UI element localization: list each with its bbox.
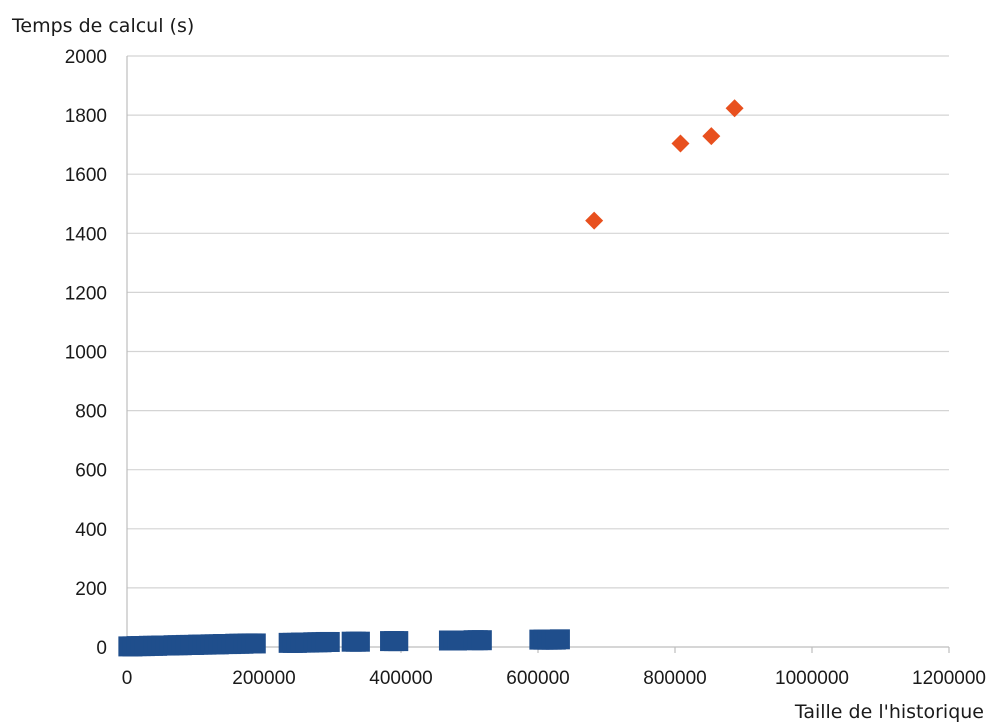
y-tick-label: 800 [75,402,107,423]
x-tick-label: 200000 [232,668,295,689]
data-point-square [388,631,409,652]
x-tick-label: 1000000 [775,668,849,689]
x-tick-labels: 0 200000 400000 600000 800000 1000000 1200000 [122,668,986,689]
x-axis-title: Taille de l'historique [794,701,984,723]
axes [126,56,950,653]
data-point-square [245,633,266,654]
data-point-diamond [585,211,604,230]
data-point-square [319,631,340,652]
x-tick-label: 600000 [506,668,569,689]
data-points [118,99,744,657]
y-tick-label: 1000 [65,343,107,364]
y-axis-title: Temps de calcul (s) [11,15,194,37]
y-tick-label: 1200 [65,283,107,304]
y-tick-label: 1400 [65,224,107,245]
y-tick-labels: 0 200 400 600 800 1000 1200 1400 1600 1800 2000 [65,47,107,659]
y-tick-label: 1800 [65,106,107,127]
data-point-diamond [671,134,690,153]
y-tick-label: 200 [75,579,107,600]
data-point-square [447,630,468,651]
data-point-square [349,631,370,652]
y-tick-label: 2000 [65,47,107,68]
x-tick-label: 0 [122,668,133,689]
y-tick-label: 0 [96,638,107,659]
data-point-diamond [725,99,744,118]
x-tick-label: 800000 [643,668,706,689]
data-point-square [549,629,570,650]
y-tick-label: 600 [75,461,107,482]
grid-lines [127,55,949,589]
y-tick-label: 400 [75,520,107,541]
data-point-diamond [702,127,721,146]
x-tick-label: 400000 [369,668,432,689]
data-point-square [471,630,492,651]
x-tick-label: 1200000 [912,668,986,689]
y-tick-label: 1600 [65,165,107,186]
